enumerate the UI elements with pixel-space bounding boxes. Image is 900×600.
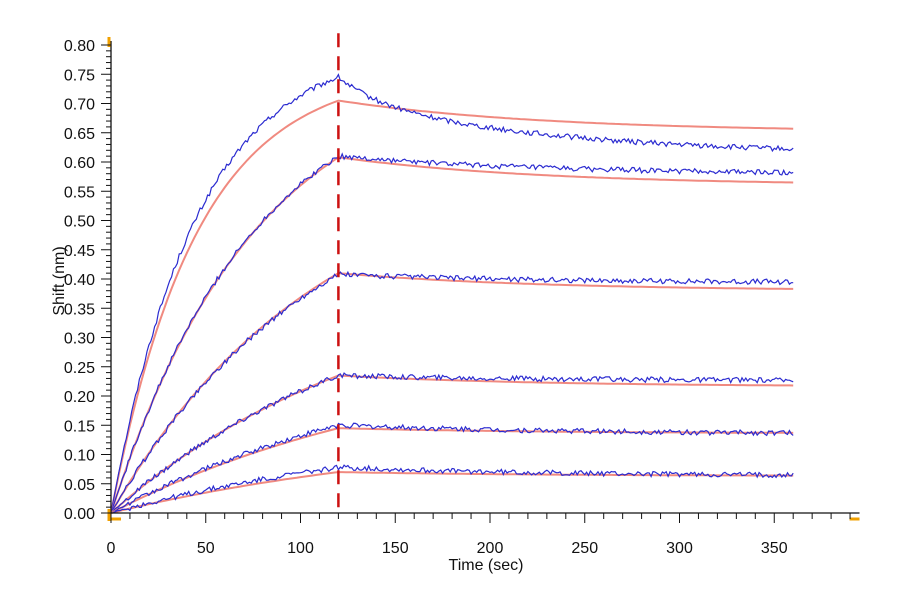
measured-curve — [110, 270, 794, 514]
measured-curve — [110, 422, 794, 514]
x-tick-label: 150 — [382, 540, 409, 557]
measured-curve — [110, 152, 794, 514]
ticks-layer: 0 50 100 150 200 250 300 350 0.00 0.05 0.10 0.15 0.2… — [64, 38, 851, 557]
y-tick-label: 0.65 — [64, 126, 95, 143]
measured-curve — [110, 372, 794, 514]
y-tick-label: 0.10 — [64, 448, 95, 465]
x-tick-label: 100 — [287, 540, 314, 557]
measured-curve — [110, 464, 794, 514]
axes-layer — [107, 37, 860, 521]
x-tick-label: 0 — [107, 540, 116, 557]
y-tick-label: 0.05 — [64, 477, 95, 494]
y-tick-label: 0.35 — [64, 301, 95, 318]
x-tick-label: 50 — [197, 540, 215, 557]
y-tick-label: 0.20 — [64, 389, 95, 406]
x-tick-label: 200 — [477, 540, 504, 557]
measured-curve — [110, 73, 794, 514]
y-tick-label: 0.15 — [64, 418, 95, 435]
y-tick-label: 0.80 — [64, 38, 95, 55]
y-tick-label: 0.45 — [64, 243, 95, 260]
y-tick-label: 0.30 — [64, 331, 95, 348]
y-tick-label: 0.70 — [64, 97, 95, 114]
y-tick-label: 0.25 — [64, 360, 95, 377]
y-tick-label: 0.55 — [64, 184, 95, 201]
y-tick-label: 0.75 — [64, 67, 95, 84]
fit-curve — [110, 156, 794, 514]
fit-curve — [110, 471, 794, 514]
y-tick-label: 0.00 — [64, 506, 95, 523]
fit-curve — [110, 272, 794, 514]
fit-curve — [110, 374, 794, 514]
y-tick-label: 0.40 — [64, 272, 95, 289]
curves-layer — [110, 33, 794, 514]
x-tick-label: 350 — [761, 540, 788, 557]
fit-curve — [110, 427, 794, 514]
x-tick-label: 300 — [666, 540, 693, 557]
y-axis-title: Shift (nm) — [51, 246, 68, 315]
y-tick-label: 0.60 — [64, 155, 95, 172]
x-tick-label: 250 — [571, 540, 598, 557]
y-tick-label: 0.50 — [64, 214, 95, 231]
fit-curve — [110, 99, 794, 514]
x-axis-title: Time (sec) — [449, 557, 524, 574]
